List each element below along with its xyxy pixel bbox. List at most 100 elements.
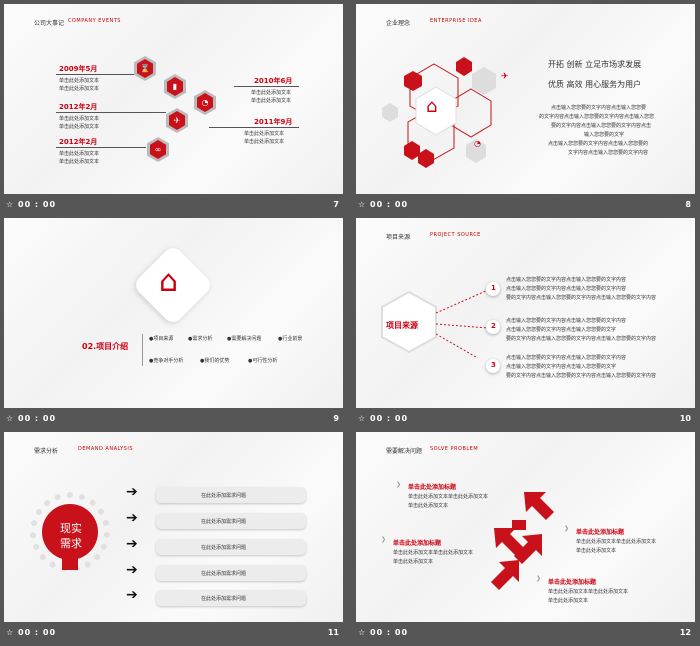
body-text: 点击输入您您要的文字内容点击输入您您要的 [548,141,649,147]
twitter-icon: ✈ [501,72,509,82]
timeline-line [56,112,166,113]
need-text: 在此处添加需求问题 [201,596,247,602]
event-text: 单击此处添加文本 [59,116,100,122]
block-text: 单击此处添加文本 [548,598,589,604]
star-icon: ☆ [358,414,366,423]
star-icon: ☆ [358,200,366,209]
slide-11-canvas: 需求分析 DEMAND ANALYSIS 现实 需求 ➔ 在此处添加需求问题 ➔… [4,432,343,622]
star-icon: ☆ [6,414,14,423]
row-number: 2 [491,322,496,330]
body-text: 输入您您要的文字 [584,132,625,138]
slide-time: 00 : 00 [370,200,409,209]
body-text: 的文字内容点击输入您您要的文字内容点击输入您您 [539,114,655,120]
star-icon: ☆ [6,628,14,637]
bulb-text-1: 现实 [60,522,82,535]
slide-subtitle: PROJECT SOURCE [430,232,481,238]
timeline-line [56,147,146,148]
topic-item: ●项目来源 [149,336,174,342]
need-text: 在此处添加需求问题 [201,493,247,499]
section-heading: 02.项目介绍 [82,342,129,351]
body-text: 点击输入您您要的文字内容点击输入您您要 [551,105,647,111]
event-year: 2012年2月 [59,103,98,111]
slide-8[interactable]: 企业理念 ENTERPRISE IDEA ⌂ ✈ ◔ 开拓 创新 立足市场求发展… [356,4,695,216]
slide-subtitle: SOLVE PROBLEM [430,446,479,452]
slide-11[interactable]: 需求分析 DEMAND ANALYSIS 现实 需求 ➔ 在此处添加需求问题 ➔… [4,432,343,644]
event-text: 单击此处添加文本 [251,98,292,104]
slide-7[interactable]: 公司大事记 COMPANY EVENTS 2009年5月 单击此处添加文本 单击… [4,4,343,216]
need-text: 在此处添加需求问题 [201,545,247,551]
event-text: 单击此处添加文本 [251,90,292,96]
event-text: 单击此处添加文本 [59,151,100,157]
block-text: 单击此处添加文本 [576,548,617,554]
event-year: 2010年6月 [254,77,293,85]
arrow-icon: ➔ [126,536,138,552]
row-number: 1 [491,284,496,292]
slide-time: 00 : 00 [370,628,409,637]
need-box[interactable] [156,590,306,606]
slide-title: 需求分析 [34,448,59,455]
row-text: 点击输入您您要的文字内容点击输入您您要的文字内容 [506,355,627,361]
slide-subtitle: ENTERPRISE IDEA [430,18,482,24]
bird-icon: ✈ [166,108,188,133]
home-icon: ⌂ [426,96,438,117]
chart-icon: ◔ [474,139,481,148]
number-badge [486,282,500,296]
block-text: 单击此处添加文本单击此处添加文本 [548,589,629,595]
topic-item: ●竞争对手分析 [149,358,184,364]
slide-time: 00 : 00 [18,628,57,637]
slide-footer: ☆ 00 : 00 9 [4,412,343,428]
topic-item: ●可行性分析 [248,358,278,364]
hourglass-icon: ⌛ [134,56,156,81]
need-text: 在此处添加需求问题 [201,519,247,525]
topic-item: ●需要解决问题 [227,336,262,342]
slide-title: 企业理念 [386,20,411,27]
body-text: 要的文字内容点击输入您您要的文字内容点击 [551,123,652,129]
arrow-icon: ➔ [126,587,138,603]
slide-number: 10 [679,414,691,423]
block-text: 单击此处添加文本 [408,503,449,509]
slide-footer: ☆ 00 : 00 11 [4,626,343,642]
row-number: 3 [491,361,496,369]
need-box[interactable] [156,565,306,581]
slide-7-canvas: 公司大事记 COMPANY EVENTS 2009年5月 单击此处添加文本 单击… [4,4,343,194]
slide-number: 8 [685,200,691,209]
need-box[interactable] [156,487,306,503]
row-text: 要的文字内容点击输入您您要的文字内容点击输入您您要的文字内容 [506,336,657,342]
slide-footer: ☆ 00 : 00 8 [356,198,695,214]
row-text: 点击输入您您要的文字内容点击输入您您要的文字内容 [506,286,627,292]
block-head: 单击此处添加标题 [576,529,625,536]
slide-subtitle: DEMAND ANALYSIS [78,446,134,452]
event-text: 单击此处添加文本 [59,86,100,92]
arrow-icon: ➔ [126,510,138,526]
chevron-right-icon: ❯ [536,575,542,582]
block-text: 单击此处添加文本 [393,559,434,565]
need-box[interactable] [156,513,306,529]
slide-time: 00 : 00 [18,200,57,209]
event-text: 单击此处添加文本 [59,159,100,165]
timeline-line [209,127,299,128]
event-text: 单击此处添加文本 [59,78,100,84]
slide-footer: ☆ 00 : 00 10 [356,412,695,428]
timeline-line [56,74,136,75]
slide-subtitle: COMPANY EVENTS [68,18,121,24]
slide-title: 公司大事记 [34,20,65,27]
bulb-base [62,558,78,570]
link-icon: ∞ [147,137,169,162]
event-text: 单击此处添加文本 [244,131,285,137]
arrow-cluster [491,492,554,590]
need-box[interactable] [156,539,306,555]
topic-item: ●我们的优势 [200,358,230,364]
body-text: 文字内容点击输入您您要的文字内容 [568,150,649,156]
slide-10[interactable]: 项目来源 PROJECT SOURCE 项目来源 1 点击输入您您要的文字内容点… [356,218,695,430]
slide-title: 项目来源 [386,234,411,241]
topic-item: ●行业前景 [278,336,303,342]
number-badge [486,320,500,334]
slide-9[interactable]: ⌂ 02.项目介绍 ●项目来源 ●需求分析 ●需要解决问题 ●行业前景 ●竞争对… [4,218,343,430]
number-badge [486,359,500,373]
row-text: 要的文字内容点击输入您您要的文字内容点击输入您您要的文字内容 [506,373,657,379]
arrow-icon: ➔ [126,484,138,500]
block-text: 单击此处添加文本单击此处添加文本 [576,539,657,545]
divider [142,334,143,366]
slide-12[interactable]: 需要解决问题 SOLVE PROBLEM ❯ 单击此处添加标题 单击此处添加文本… [356,432,695,644]
need-text: 在此处添加需求问题 [201,571,247,577]
